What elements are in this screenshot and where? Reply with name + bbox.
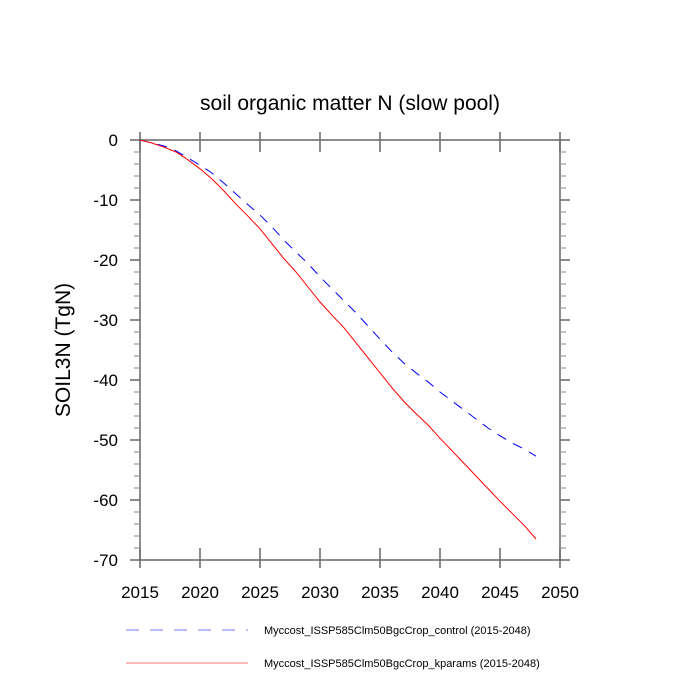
x-tick-label: 2040 bbox=[421, 583, 459, 602]
y-tick-label: -50 bbox=[93, 431, 118, 450]
x-tick-label: 2020 bbox=[181, 583, 219, 602]
y-tick-label: -60 bbox=[93, 491, 118, 510]
y-tick-label: -40 bbox=[93, 371, 118, 390]
y-tick-label: 0 bbox=[109, 131, 118, 150]
x-tick-label: 2025 bbox=[241, 583, 279, 602]
series-line-control bbox=[139, 139, 537, 457]
y-tick-label: -70 bbox=[93, 551, 118, 570]
x-tick-label: 2035 bbox=[361, 583, 399, 602]
x-tick-label: 2050 bbox=[541, 583, 579, 602]
legend-label: Myccost_ISSP585Clm50BgcCrop_control (201… bbox=[264, 625, 531, 637]
plot-frame bbox=[139, 139, 561, 561]
x-tick-label: 2045 bbox=[481, 583, 519, 602]
x-tick-label: 2030 bbox=[301, 583, 339, 602]
y-tick-label: -30 bbox=[93, 311, 118, 330]
chart-title: soil organic matter N (slow pool) bbox=[200, 92, 500, 115]
y-tick-label: -20 bbox=[93, 251, 118, 270]
series-line-kparams bbox=[139, 139, 537, 540]
y-tick-label: -10 bbox=[93, 191, 118, 210]
y-axis-label: SOIL3N (TgN) bbox=[52, 283, 75, 417]
x-tick-label: 2015 bbox=[121, 583, 159, 602]
legend-label: Myccost_ISSP585Clm50BgcCrop_kparams (201… bbox=[264, 658, 540, 670]
